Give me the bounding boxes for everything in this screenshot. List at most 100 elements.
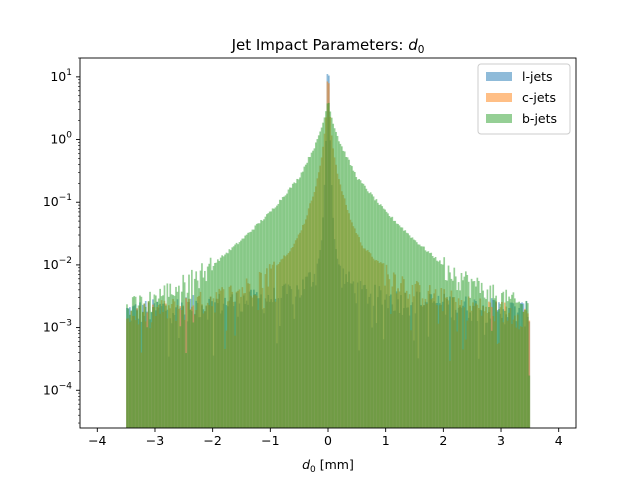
histogram-bar: [277, 203, 280, 428]
histogram-bar: [229, 250, 232, 428]
histogram-bar: [528, 375, 531, 428]
histogram-bar: [250, 231, 252, 428]
histogram-bar: [224, 254, 226, 428]
x-tick-label: −4: [88, 433, 106, 448]
histogram-bar: [446, 280, 448, 428]
histogram-bar: [394, 220, 397, 428]
x-axis-ticks: −4 −3 −2 −1 0 1 2 3 4: [88, 428, 563, 448]
histogram-bar: [398, 225, 401, 428]
histogram-bar: [424, 250, 427, 428]
x-tick-label: −2: [203, 433, 221, 448]
x-tick-label: 4: [555, 433, 563, 448]
histogram-bar: [204, 270, 206, 428]
histogram-bar: [199, 270, 202, 428]
histogram-bar: [258, 223, 261, 428]
histogram-bar: [434, 256, 437, 428]
histogram-bar: [518, 301, 521, 428]
histogram-bar: [509, 298, 512, 428]
histogram-bar: [515, 302, 518, 428]
histogram-bar: [338, 141, 340, 428]
histogram-bar: [131, 297, 134, 428]
histogram-bar: [428, 253, 431, 428]
legend: l-jets c-jets b-jets: [477, 63, 571, 135]
histogram-bar: [388, 216, 391, 428]
histogram-bar: [473, 281, 476, 428]
legend-label-c-jets: c-jets: [522, 90, 556, 105]
histogram-bar: [283, 196, 285, 428]
histogram-bar: [271, 208, 274, 428]
histogram-bar: [365, 188, 368, 428]
histogram-bar: [384, 209, 386, 428]
histogram-bar: [140, 296, 143, 428]
histogram-bar: [299, 177, 301, 428]
histogram-bar: [150, 311, 153, 428]
histogram-bar: [408, 235, 411, 428]
y-tick-label: 101: [50, 68, 72, 84]
x-tick-label: 2: [439, 433, 447, 448]
histogram-bar: [205, 281, 208, 428]
histogram-bar: [492, 284, 495, 428]
histogram-bar: [325, 111, 327, 429]
histogram-bar: [353, 172, 356, 428]
x-axis-label: d0 [mm]: [302, 457, 354, 475]
histogram-bar: [352, 170, 355, 428]
y-tick-label: 10−2: [43, 256, 72, 272]
histogram-bar: [479, 293, 482, 428]
histogram-bar: [266, 214, 268, 428]
histogram-bar: [245, 234, 248, 428]
histogram-bar: [251, 229, 254, 428]
histogram-bar: [153, 294, 156, 428]
chart-title: Jet Impact Parameters: d0: [231, 36, 425, 56]
histogram-bar: [358, 179, 360, 428]
histogram-bar: [192, 322, 195, 428]
histogram-bar: [392, 220, 395, 428]
histogram-bar: [420, 246, 422, 428]
histogram-bar: [214, 262, 216, 428]
histogram-bar: [313, 148, 316, 428]
histogram-bar: [280, 200, 283, 428]
histogram-bar: [330, 117, 333, 429]
histogram-bar: [364, 185, 366, 428]
histogram-bar: [512, 292, 515, 428]
histogram-bar: [490, 330, 493, 428]
histogram-bar: [488, 307, 490, 428]
histogram-bar: [437, 261, 440, 428]
histogram-bar: [395, 223, 398, 428]
series-b-jets: [126, 102, 531, 429]
histogram-bar: [426, 251, 428, 428]
histogram-bar: [372, 196, 375, 428]
y-tick-label: 100: [50, 131, 72, 147]
histogram-bar: [378, 204, 381, 428]
x-tick-label: −1: [261, 433, 279, 448]
histogram-bar: [335, 131, 337, 428]
histogram-bar: [180, 291, 183, 428]
histogram-bar: [160, 296, 163, 428]
histogram-bar: [157, 298, 160, 428]
histogram-bar: [390, 217, 392, 428]
histogram-bar: [443, 257, 446, 428]
histogram-bar: [323, 117, 326, 428]
histogram-bar: [489, 285, 492, 428]
histogram-bar: [505, 289, 508, 428]
histogram-bar: [173, 295, 176, 428]
histogram-bar: [462, 280, 464, 428]
histogram-bar: [418, 244, 421, 428]
histogram-bar: [193, 278, 196, 428]
histogram-bar: [143, 303, 146, 428]
histogram-bar: [485, 299, 487, 428]
histogram-bar: [154, 295, 157, 428]
histogram-bar: [303, 166, 306, 428]
histogram-bar: [463, 276, 466, 428]
histogram-bar: [343, 151, 346, 428]
histogram-bar: [423, 246, 425, 428]
histogram-bar: [450, 278, 453, 428]
histogram-bar: [320, 127, 323, 428]
histogram-bar: [152, 307, 154, 428]
histogram-bar: [368, 193, 371, 428]
histogram-bar: [431, 256, 434, 428]
histogram-bar: [169, 283, 172, 428]
histogram-bar: [182, 274, 185, 428]
histogram-bar: [142, 311, 144, 428]
histogram-bar: [134, 296, 137, 428]
histogram-bar: [514, 298, 516, 428]
